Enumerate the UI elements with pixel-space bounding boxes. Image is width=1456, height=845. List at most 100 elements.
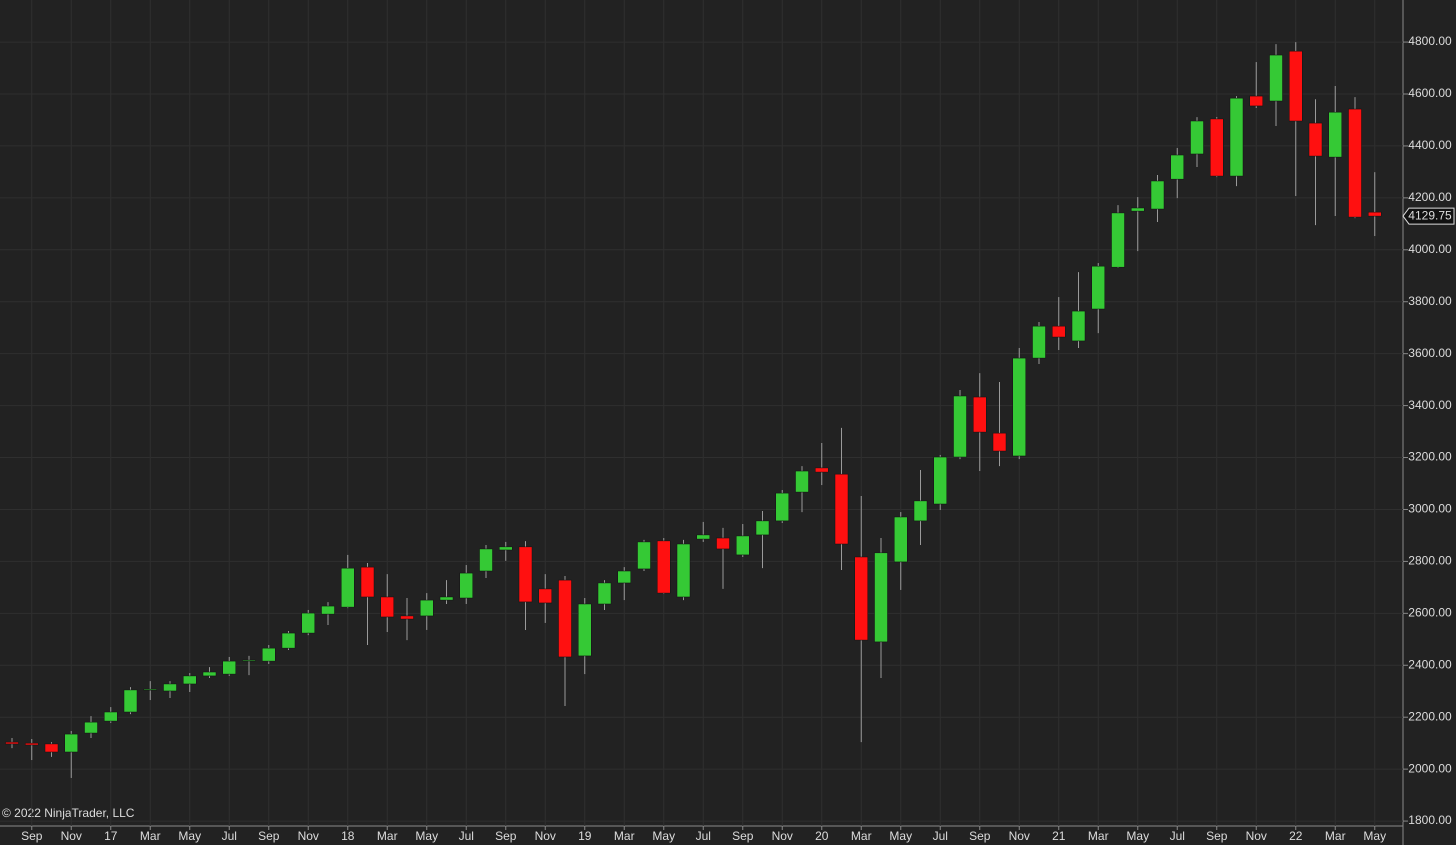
candle-body — [1012, 357, 1026, 457]
candle-body — [262, 647, 276, 662]
candle-body — [518, 546, 533, 603]
candle-body — [736, 535, 750, 556]
x-tick-label: Nov — [1246, 829, 1267, 843]
x-tick-label: Sep — [258, 829, 280, 843]
y-tick-label: 3000.00 — [1408, 502, 1452, 516]
candle-body — [755, 520, 770, 536]
candle-body — [104, 711, 118, 722]
candle-body — [913, 500, 928, 522]
candle-body — [183, 675, 197, 685]
candle-body — [597, 582, 612, 605]
x-tick-label: Nov — [535, 829, 556, 843]
candle-body — [1289, 50, 1303, 122]
y-tick-label: 4000.00 — [1408, 242, 1452, 256]
x-tick-label: Sep — [21, 829, 43, 843]
x-tick-label: Jul — [459, 829, 474, 843]
candle-body — [1210, 118, 1224, 177]
x-tick-label: Nov — [298, 829, 319, 843]
candle-body — [1071, 310, 1086, 342]
candle-body — [301, 612, 315, 634]
candle-body — [123, 689, 138, 713]
candle-body — [5, 741, 19, 745]
x-tick-label: Jul — [933, 829, 948, 843]
price-marker — [1402, 207, 1455, 225]
x-tick-label: May — [1363, 829, 1386, 843]
candle-body — [775, 492, 789, 522]
x-tick-label: 19 — [578, 829, 592, 843]
candle-body — [242, 659, 256, 662]
candle-body — [538, 588, 552, 604]
x-tick-label: Mar — [851, 829, 872, 843]
x-tick-label: Mar — [614, 829, 635, 843]
x-tick-label: Jul — [222, 829, 237, 843]
candle-body — [202, 671, 217, 677]
y-tick-label: 3400.00 — [1408, 398, 1452, 412]
candle-body — [321, 605, 335, 615]
x-tick-label: May — [1126, 829, 1149, 843]
candle-body — [163, 683, 177, 692]
y-tick-label: 2800.00 — [1408, 554, 1452, 568]
y-tick-label: 4400.00 — [1408, 138, 1452, 152]
x-tick-label: Nov — [1009, 829, 1030, 843]
candle-body — [341, 567, 355, 608]
candle-body — [143, 688, 157, 691]
candle-body — [1170, 154, 1184, 180]
x-tick-label: 22 — [1289, 829, 1303, 843]
x-tick-label: Nov — [61, 829, 82, 843]
candle-body — [25, 742, 39, 746]
candle-body — [657, 540, 671, 594]
candle-body — [834, 473, 849, 545]
candle-body — [44, 743, 59, 753]
y-tick-label: 4200.00 — [1408, 190, 1452, 204]
candle-body — [479, 548, 493, 572]
watermark: © 2022 NinjaTrader, LLC — [2, 806, 135, 820]
x-tick-label: Sep — [495, 829, 517, 843]
candle-body — [637, 541, 651, 570]
candle-body — [64, 733, 78, 753]
candle-body — [933, 456, 947, 505]
candle-body — [558, 579, 572, 658]
y-tick-label: 3200.00 — [1408, 450, 1452, 464]
x-tick-label: Mar — [1088, 829, 1109, 843]
candle-body — [400, 615, 414, 620]
x-tick-label: 21 — [1052, 829, 1066, 843]
x-tick-label: Nov — [772, 829, 793, 843]
y-tick-label: 1800.00 — [1408, 813, 1452, 827]
x-tick-label: 17 — [104, 829, 118, 843]
candle-body — [894, 516, 908, 563]
x-tick-label: 20 — [815, 829, 829, 843]
candle-body — [459, 572, 473, 599]
x-tick-label: 18 — [341, 829, 355, 843]
candle-body — [973, 396, 987, 433]
x-tick-label: May — [178, 829, 201, 843]
candle-body — [795, 470, 809, 493]
candle-body — [953, 395, 967, 458]
candle-body — [1328, 111, 1342, 158]
x-tick-label: Sep — [969, 829, 991, 843]
candle-body — [676, 543, 691, 598]
candle-body — [992, 432, 1007, 452]
candle-body — [1052, 325, 1066, 338]
x-tick-label: Sep — [732, 829, 754, 843]
y-tick-label: 2200.00 — [1408, 709, 1452, 723]
y-tick-label: 4600.00 — [1408, 86, 1452, 100]
candle-body — [578, 603, 592, 657]
y-tick-label: 2600.00 — [1408, 606, 1452, 620]
x-tick-label: Sep — [1206, 829, 1228, 843]
candle-body — [1091, 265, 1105, 310]
candle-body — [84, 721, 98, 734]
x-tick-label: Mar — [1325, 829, 1346, 843]
candle-body — [360, 566, 375, 598]
y-tick-label: 2000.00 — [1408, 761, 1452, 775]
candle-body — [439, 596, 454, 601]
candle-body — [696, 534, 710, 540]
y-tick-label: 3800.00 — [1408, 294, 1452, 308]
candle-body — [1348, 108, 1362, 218]
price-marker-label: 4129.75 — [1408, 208, 1452, 222]
candle-body — [499, 546, 513, 551]
candle-body — [420, 599, 434, 617]
candle-body — [380, 596, 394, 618]
x-tick-label: Jul — [1170, 829, 1185, 843]
candle-body — [1229, 97, 1244, 177]
